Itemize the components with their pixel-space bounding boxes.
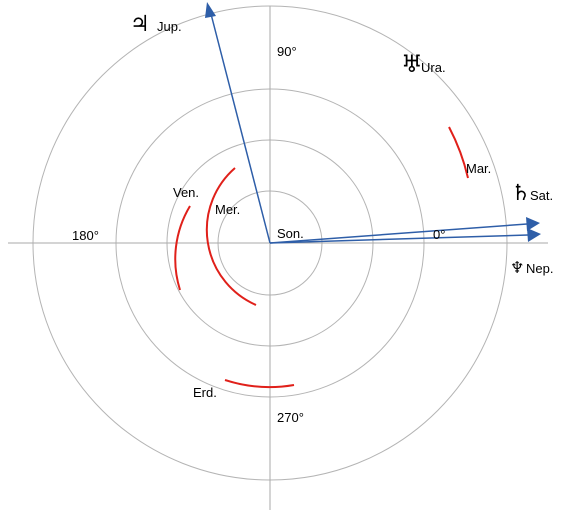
neptune-arrow xyxy=(269,228,541,244)
sun-label: Son. xyxy=(277,226,304,241)
saturn-symbol-icon: ♄ xyxy=(511,181,531,206)
saturn-label: Sat. xyxy=(530,188,553,203)
mercury-arc xyxy=(205,167,257,306)
angle-label-180: 180° xyxy=(72,228,99,243)
earth-label: Erd. xyxy=(193,385,217,400)
neptune-symbol-icon: ♆ xyxy=(510,258,524,277)
mercury-label: Mer. xyxy=(215,202,240,217)
angle-label-270: 270° xyxy=(277,410,304,425)
angle-label-90: 90° xyxy=(277,44,297,59)
earth-arc xyxy=(224,379,295,389)
neptune-label: Nep. xyxy=(526,261,553,276)
mars-arc xyxy=(448,126,469,179)
jupiter-symbol-icon: ♃ xyxy=(130,12,150,37)
jupiter-label: Jup. xyxy=(157,19,182,34)
venus-arc xyxy=(174,205,191,291)
saturn-arrow xyxy=(269,217,540,244)
mars-label: Mar. xyxy=(466,161,491,176)
jupiter-arrow xyxy=(205,2,271,244)
uranus-symbol-icon: ♅ xyxy=(401,50,423,78)
angle-label-0: 0° xyxy=(433,227,445,242)
venus-label: Ven. xyxy=(173,185,199,200)
uranus-label: Ura. xyxy=(421,60,446,75)
